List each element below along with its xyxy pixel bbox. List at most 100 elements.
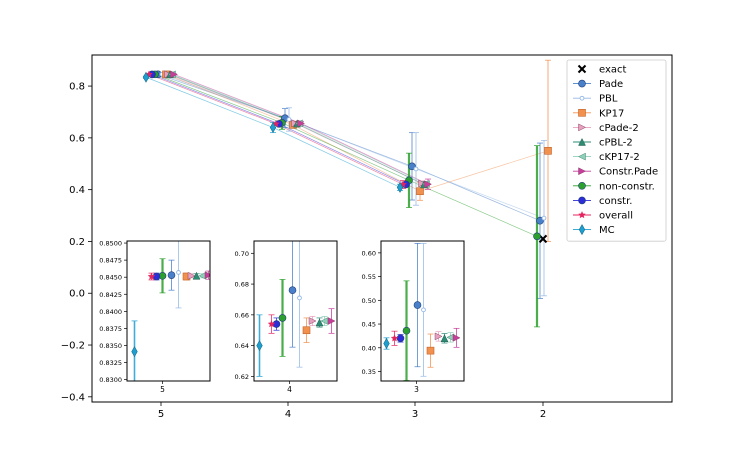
inset-marker-2-7 (452, 333, 461, 342)
inset-marker-1-3 (302, 326, 311, 335)
legend-marker-9 (578, 196, 586, 205)
series-line-3 (165, 74, 549, 192)
y-tick-label-1: −0.2 (61, 341, 85, 352)
inset-marker-0-4 (187, 271, 196, 280)
inset-y-tick-label-0-0: 0.8300 (99, 376, 122, 384)
legend-label-0: exact (599, 65, 627, 76)
inset-marker-0-7 (204, 271, 210, 280)
legend-marker-0 (577, 64, 587, 74)
legend-marker-6 (577, 152, 586, 161)
marker-7-1 (297, 119, 306, 128)
legend-label-11: MC (599, 225, 615, 236)
inset-y-tick-label-2-1: 0.40 (362, 344, 376, 352)
inset-y-tick-label-1-1: 0.64 (235, 342, 249, 350)
legend-label-4: cPade-2 (599, 123, 639, 134)
legend-label-3: KP17 (599, 108, 624, 119)
legend-entry-11: MC (573, 224, 615, 236)
inset-bg-4 (254, 241, 337, 381)
legend-marker-1 (578, 79, 586, 88)
marker-7-0 (170, 70, 179, 79)
x-tick-label-0: 5 (158, 409, 164, 420)
legend-entry-10: overall (573, 211, 633, 222)
x-tick-label-1: 4 (285, 409, 291, 420)
legend-entry-9: constr. (573, 196, 632, 207)
legend-entry-6: cKP17-2 (573, 152, 640, 163)
inset-3: 0.35 0.40 0.45 0.50 0.55 0.60 3 (362, 240, 465, 394)
y-tick-label-4: 0.4 (69, 185, 85, 196)
marker-7-2 (424, 180, 433, 189)
inset-y-tick-label-0-3: 0.8375 (99, 325, 122, 333)
inset-marker-1-4 (308, 317, 317, 325)
inset-marker-0-2 (176, 270, 181, 275)
inset-y-tick-label-1-0: 0.62 (235, 373, 249, 381)
inset-x-tick-label-2: 3 (414, 385, 419, 394)
inset-y-tick-label-2-0: 0.35 (362, 368, 376, 376)
inset-marker-1-9 (272, 320, 281, 328)
inset-y-tick-label-0-6: 0.8450 (99, 274, 122, 282)
legend-entry-0: exact (577, 64, 627, 76)
marker-2-3 (541, 215, 547, 221)
legend-marker-5 (578, 137, 586, 146)
inset-bg-5 (127, 241, 210, 381)
marker-0-0-stroke-b (538, 234, 548, 244)
legend-label-10: overall (599, 211, 633, 222)
inset-y-tick-label-0-7: 0.8475 (99, 257, 122, 265)
inset-marker-2-8 (402, 326, 411, 335)
legend-label-5: cPBL-2 (599, 138, 633, 149)
marker-11-1 (269, 122, 277, 134)
inset-marker-0-9 (152, 272, 161, 281)
legend-label-1: Pade (599, 79, 623, 90)
inset-y-tick-label-2-5: 0.60 (362, 249, 376, 257)
inset-marker-0-11 (131, 346, 138, 358)
inset-y-tick-label-0-4: 0.8400 (99, 308, 122, 316)
legend-marker-4 (578, 123, 587, 132)
marker-3-2 (416, 187, 424, 196)
legend-entry-5: cPBL-2 (573, 138, 633, 149)
main-axes-frame (91, 54, 673, 403)
inset-marker-2-2 (421, 307, 426, 313)
legend-entry-8: non-constr. (573, 181, 655, 192)
y-tick-label-6: 0.8 (69, 82, 85, 93)
legend-marker-0-stroke-b (577, 64, 587, 74)
inset-marker-2-9 (396, 334, 405, 343)
inset-y-tick-label-0-1: 0.8325 (99, 359, 122, 367)
x-tick-label-2: 3 (412, 409, 418, 420)
inset-frame-4 (253, 240, 338, 382)
inset-plot-5 (131, 241, 210, 381)
marker-11-0 (142, 71, 150, 83)
inset-marker-1-11 (256, 340, 263, 352)
inset-marker-2-5 (440, 334, 449, 343)
inset-marker-2-11 (383, 338, 390, 350)
inset-marker-0-5 (192, 271, 201, 280)
y-tick-label-5: 0.6 (69, 133, 85, 144)
y-tick-label-3: 0.2 (69, 237, 85, 248)
inset-marker-0-1 (167, 271, 176, 279)
inset-y-tick-label-1-3: 0.68 (235, 281, 249, 289)
marker-1-2 (408, 162, 416, 171)
y-tick-label-0: −0.4 (61, 392, 85, 403)
inset-marker-1-10 (267, 320, 276, 328)
marker-2-1 (286, 117, 292, 122)
legend-box (566, 59, 667, 242)
inset-marker-2-1 (413, 301, 422, 309)
inset-y-tick-label-0-5: 0.8425 (99, 291, 122, 299)
legend-entry-4: cPade-2 (573, 123, 639, 134)
inset-marker-1-5 (315, 318, 324, 327)
legend-label-8: non-constr. (599, 181, 655, 192)
inset-marker-1-1 (288, 286, 297, 295)
legend-label-9: constr. (599, 196, 632, 207)
legend-label-6: cKP17-2 (599, 152, 640, 163)
marker-1-3 (536, 216, 544, 225)
inset-y-tick-label-2-3: 0.50 (362, 297, 376, 305)
inset-marker-2-4 (434, 332, 443, 341)
legend-entry-2: PBL (573, 94, 618, 105)
inset-y-tick-label-0-2: 0.8350 (99, 342, 122, 350)
inset-marker-1-2 (297, 295, 302, 301)
inset-x-tick-label-1: 4 (287, 385, 292, 394)
marker-11-2 (396, 181, 404, 193)
legend: exact Pade PBL KP17 cPade-2 cPBL-2 cKP17-2 Cons… (566, 59, 667, 242)
series-line-10 (148, 74, 404, 185)
main-plot (142, 59, 552, 328)
